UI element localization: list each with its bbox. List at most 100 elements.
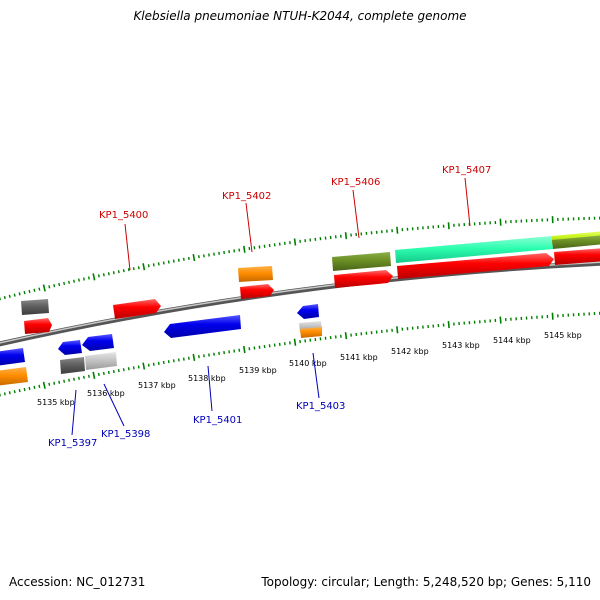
gene-blue-rev-1[interactable] (0, 348, 25, 366)
accession-text: Accession: NC_012731 (9, 575, 146, 589)
minor-tick (157, 361, 160, 366)
gene-label-fwd[interactable]: KP1_5402 (222, 191, 271, 202)
gene-red-fwd-4[interactable] (334, 270, 393, 288)
gene-blue-rev-3[interactable] (82, 334, 114, 351)
minor-tick (137, 365, 140, 369)
leader-line (124, 223, 131, 271)
minor-tick (82, 277, 85, 281)
minor-tick (13, 293, 16, 297)
tick-label: 5142 kbp (391, 347, 429, 356)
major-tick (142, 362, 146, 370)
gene-label-rev[interactable]: KP1_5401 (193, 415, 242, 426)
major-tick (447, 222, 450, 230)
minor-tick (87, 374, 90, 378)
minor-tick (28, 289, 31, 294)
scale-labels: 5135 kbp 5136 kbp 5137 kbp 5138 kbp 5139… (37, 331, 582, 407)
minor-tick (112, 271, 115, 275)
gene-lightgray-rev[interactable] (85, 352, 117, 370)
forward-genes (21, 231, 600, 334)
minor-tick (63, 281, 66, 286)
minor-tick (107, 272, 110, 276)
minor-tick (77, 278, 80, 282)
gene-red-fwd-5[interactable] (397, 253, 554, 279)
major-tick (92, 371, 96, 379)
major-tick (447, 321, 450, 329)
minor-tick (73, 279, 76, 283)
major-tick (293, 238, 297, 246)
gene-red-fwd-3[interactable] (240, 284, 274, 299)
gene-olive-fwd[interactable] (332, 252, 391, 271)
minor-tick (152, 263, 155, 267)
gene-gray-fwd[interactable] (21, 299, 49, 315)
gene-darkgray-rev[interactable] (60, 357, 85, 374)
gene-label-fwd[interactable]: KP1_5406 (331, 177, 380, 188)
map-title: Klebsiella pneumoniae NTUH-K2044, comple… (133, 9, 467, 23)
major-tick (242, 245, 246, 253)
reverse-gene-labels: KP1_5397 KP1_5398 KP1_5401 KP1_5403 (48, 352, 345, 449)
minor-tick (87, 276, 90, 280)
gene-blue-rev-2[interactable] (58, 340, 82, 355)
gene-olive-fwd-2[interactable] (552, 235, 600, 249)
minor-tick (127, 268, 130, 272)
minor-tick (68, 378, 71, 382)
minor-tick (152, 362, 155, 366)
minor-tick (8, 391, 11, 395)
minor-tick (162, 261, 165, 265)
minor-tick (58, 380, 61, 384)
major-tick (396, 326, 399, 334)
genome-summary-text: Topology: circular; Length: 5,248,520 bp… (261, 575, 591, 589)
leader-line (352, 189, 360, 239)
minor-tick (132, 366, 135, 370)
major-tick (42, 284, 46, 292)
gene-label-rev[interactable]: KP1_5397 (48, 438, 97, 449)
gene-label-fwd[interactable]: KP1_5407 (442, 165, 491, 176)
minor-tick (28, 386, 31, 391)
minor-tick (53, 284, 56, 288)
minor-tick (187, 256, 190, 261)
tick-label: 5136 kbp (87, 389, 125, 398)
gene-red-fwd-6[interactable] (554, 248, 600, 265)
leader-line (207, 365, 213, 412)
gene-orange-rev-1[interactable] (0, 367, 28, 386)
minor-tick (112, 369, 115, 374)
minor-tick (3, 295, 6, 300)
minor-tick (23, 291, 26, 295)
minor-tick (33, 385, 36, 390)
gene-red-fwd-1[interactable] (24, 318, 52, 334)
genome-backbone (0, 260, 600, 347)
tick-label: 5145 kbp (544, 331, 582, 340)
gene-red-fwd-2[interactable] (113, 299, 161, 319)
leader-line (245, 202, 253, 253)
leader-line (312, 352, 320, 399)
gene-label-rev[interactable]: KP1_5403 (296, 401, 345, 412)
gene-blue-rev-5[interactable] (297, 304, 319, 319)
reverse-genes (0, 304, 322, 386)
minor-tick (23, 387, 26, 392)
major-tick (344, 232, 348, 240)
tick-label: 5141 kbp (340, 353, 378, 362)
minor-tick (102, 371, 105, 376)
minor-tick (117, 270, 120, 274)
minor-tick (8, 294, 11, 298)
tick-label: 5139 kbp (239, 366, 277, 375)
gene-aqua-fwd[interactable] (395, 236, 553, 263)
gene-label-fwd[interactable]: KP1_5400 (99, 210, 148, 221)
gene-label-rev[interactable]: KP1_5398 (101, 429, 150, 440)
forward-gene-labels: KP1_5400 KP1_5402 KP1_5406 KP1_5407 (99, 165, 491, 271)
minor-tick (117, 369, 120, 373)
minor-tick (68, 280, 71, 284)
major-tick (192, 253, 196, 262)
tick-label: 5143 kbp (442, 341, 480, 350)
major-tick (92, 273, 96, 281)
minor-tick (102, 273, 105, 277)
gene-orange-rev-2[interactable] (300, 327, 322, 338)
minor-tick (197, 255, 200, 259)
gene-blue-rev-4[interactable] (164, 315, 241, 338)
minor-tick (13, 390, 16, 394)
minor-tick (203, 254, 205, 258)
minor-tick (132, 267, 135, 271)
gene-orange-fwd[interactable] (238, 266, 273, 282)
minor-tick (157, 262, 160, 266)
